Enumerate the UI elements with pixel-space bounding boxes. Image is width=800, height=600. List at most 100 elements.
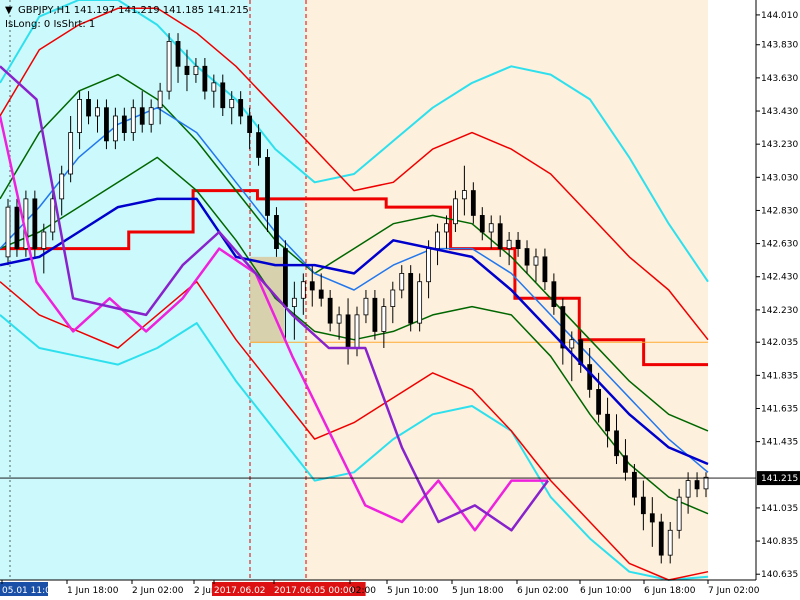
y-tick-label: 140.635 [761, 570, 798, 580]
candle [453, 190, 458, 232]
collapse-arrow-icon[interactable]: ▼ [5, 5, 13, 16]
candle [399, 265, 405, 299]
candle-body [336, 314, 342, 324]
candle [193, 58, 199, 83]
candle [336, 306, 342, 340]
cyan-lower-band [0, 314, 709, 581]
candle [256, 124, 261, 166]
highlight-date-tag [272, 582, 366, 596]
candle-body [658, 521, 664, 556]
x-tick-label: 6 Jun 02:00 [517, 586, 569, 596]
x-tick-label: 2 Jun 02:00 [132, 586, 184, 596]
candle-body [551, 281, 557, 307]
candle-body [247, 115, 253, 133]
candle-body [309, 281, 315, 291]
candle-body [569, 339, 575, 349]
candle [703, 472, 709, 498]
candle [104, 99, 109, 150]
candle-body [283, 248, 288, 307]
candle-body [166, 41, 172, 92]
candle-body [453, 198, 458, 225]
candle-body [479, 215, 485, 233]
y-tick-label: 142.035 [761, 338, 798, 348]
candle [658, 513, 664, 564]
candle-body [68, 132, 74, 175]
candle [408, 265, 414, 332]
highlight-date-tag [212, 582, 272, 596]
zone-beige [305, 0, 708, 580]
candle [479, 207, 485, 241]
candle [166, 33, 172, 100]
x-tick-label: 2017.06.05 00:00 [274, 586, 355, 596]
candle-body [587, 364, 593, 390]
candle-body [121, 115, 127, 133]
candle [32, 190, 38, 257]
x-tick-label: 6 Jun 18:00 [644, 586, 696, 596]
candle [14, 198, 20, 257]
candle [497, 215, 503, 257]
candle [41, 223, 47, 274]
candle [202, 58, 208, 100]
candle-body [5, 206, 11, 258]
candle-body [193, 65, 199, 75]
y-tick-label: 141.835 [761, 371, 798, 381]
candle [605, 397, 610, 448]
candle-body [157, 90, 163, 109]
candle-body [50, 198, 56, 233]
candle-body [623, 455, 628, 473]
candle [265, 149, 270, 232]
candle [86, 91, 91, 125]
candle [211, 74, 217, 108]
y-tick-label: 141.635 [761, 404, 798, 414]
candle [184, 49, 190, 92]
candle-body [399, 273, 405, 291]
candle-body [381, 306, 387, 332]
candle [59, 165, 65, 216]
candle [551, 273, 557, 315]
candle [318, 273, 324, 307]
candle-body [506, 239, 512, 249]
candle [640, 480, 646, 531]
x-tick-label: 1 Jun 18:00 [67, 586, 119, 596]
y-tick-label: 144.010 [761, 11, 798, 21]
x-tick-label: 05.01 11:00 [2, 586, 57, 596]
candle-body [363, 297, 369, 316]
symbol-quote-line: GBPJPY,H1 141.197 141.219 141.185 141.21… [18, 5, 249, 16]
chart-frame [0, 0, 757, 581]
candle-body [435, 231, 440, 249]
candle [667, 522, 673, 564]
x-tick-label: 02:00 [350, 586, 376, 596]
candle [327, 290, 333, 332]
candle-body [596, 389, 602, 415]
chart-header: ▼ GBPJPY,H1 141.197 141.219 141.185 141.… [5, 5, 249, 30]
candle-body [461, 190, 467, 200]
candle-body [676, 496, 682, 531]
candle [229, 91, 235, 125]
candle-body [614, 430, 619, 457]
candle [372, 290, 378, 340]
candle [309, 265, 315, 307]
candle-body [533, 256, 539, 266]
candle-body [77, 99, 82, 133]
y-tick-label: 141.435 [761, 438, 798, 448]
y-tick-label: 143.430 [761, 107, 798, 117]
candle [632, 464, 637, 506]
candle-body [488, 223, 494, 233]
candle-body [685, 480, 691, 498]
candle-body [497, 223, 503, 249]
candle-body [300, 281, 306, 299]
candle-body [32, 198, 38, 249]
candlesticks [5, 33, 709, 564]
candle-body [372, 297, 378, 332]
candle-body [86, 99, 91, 117]
purple-line [0, 65, 550, 532]
candle-body [104, 107, 109, 142]
candle-body [59, 173, 65, 200]
candle-body [318, 289, 324, 299]
candle-body [444, 223, 449, 233]
candle-body [211, 82, 217, 92]
candle [649, 497, 655, 547]
candle-body [524, 248, 530, 266]
